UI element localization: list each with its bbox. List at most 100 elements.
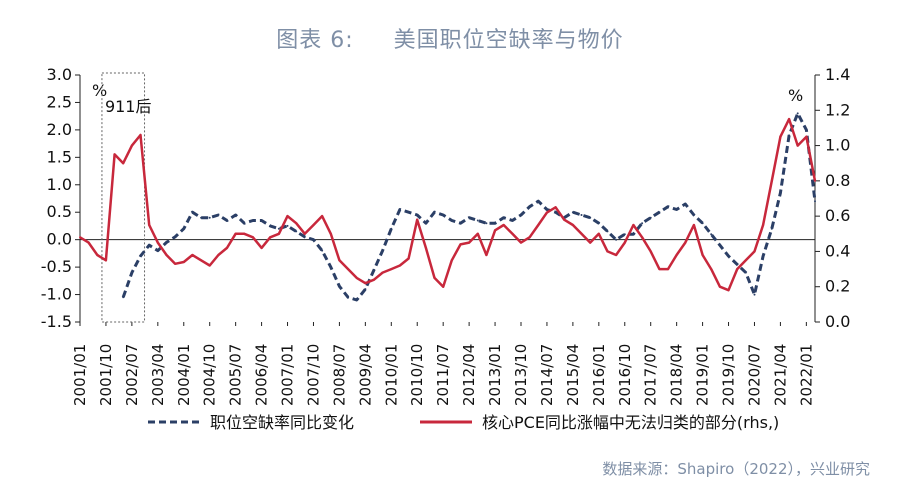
- series-1-point: [234, 214, 237, 216]
- series-2-point: [675, 254, 678, 256]
- series-1-point: [398, 208, 401, 211]
- series-2-point: [450, 259, 453, 262]
- series-2-point: [718, 285, 721, 288]
- y-right-axis: 1.4 1.2 1.0 0.8 0.6 0.4 0.2 0.0%: [788, 65, 850, 331]
- series-2-point: [243, 232, 246, 235]
- series-2-point: [200, 259, 203, 262]
- series-2-point: [139, 134, 142, 136]
- x-tick-label: 2011/07: [434, 344, 452, 406]
- series-1-point: [321, 249, 324, 252]
- x-tick-label: 2007/01: [279, 344, 297, 406]
- series-2-point: [805, 135, 808, 138]
- series-2-point: [684, 241, 687, 244]
- series-1-point: [407, 211, 410, 214]
- series-1-point: [277, 227, 280, 230]
- series-1-point: [174, 235, 177, 238]
- x-tick-label: 2006/04: [253, 344, 271, 406]
- series-2-point: [269, 236, 272, 239]
- series-2-point: [96, 254, 99, 256]
- series-2-point: [79, 236, 81, 239]
- x-tick-label: 2002/07: [123, 344, 141, 406]
- series-line-1: [121, 111, 817, 302]
- series-1-point: [649, 216, 652, 219]
- series-2-point: [563, 218, 566, 221]
- series-line-2: [79, 117, 817, 292]
- y-right-tick-label: 0.2: [825, 277, 850, 296]
- series-2-point: [468, 241, 471, 244]
- series-1-point: [269, 224, 272, 227]
- series-2-point: [485, 254, 488, 256]
- series-2-point: [130, 144, 133, 147]
- series-1-point: [243, 222, 246, 225]
- series-2-point: [217, 254, 220, 256]
- series-2-point: [606, 250, 609, 253]
- series-1-point: [511, 219, 514, 222]
- x-tick-label: 2014/07: [538, 344, 556, 406]
- series-2-point: [208, 264, 211, 267]
- series-1-point: [468, 216, 471, 219]
- series-1-point: [165, 241, 168, 244]
- figure-label: 图表 6:: [276, 28, 354, 53]
- series-2-point: [113, 153, 116, 156]
- x-tick-label: 2008/07: [330, 344, 348, 406]
- y-right-tick-label: 0.4: [825, 241, 850, 260]
- x-tick-label: 2010/10: [408, 344, 426, 406]
- series-2-point: [494, 229, 497, 232]
- series-2-point: [226, 246, 228, 249]
- series-2-point: [390, 268, 393, 271]
- annotation-layer: 911后: [101, 72, 151, 323]
- y-right-unit-label: %: [788, 86, 803, 105]
- series-1-point: [762, 255, 765, 258]
- series-1-point: [658, 211, 661, 214]
- y-left-unit-label: %: [92, 81, 107, 100]
- plot-frame: [79, 75, 816, 322]
- series-1-point: [303, 235, 306, 238]
- series-2-point: [277, 232, 280, 235]
- series-1-point: [442, 214, 445, 216]
- series-2-point: [502, 224, 505, 226]
- x-tick-label: 2001/10: [97, 344, 115, 406]
- series-2-point: [692, 224, 695, 226]
- y-left-tick-label: 1.5: [47, 147, 72, 166]
- x-tick-label: 2016/01: [590, 344, 608, 406]
- series-2-point: [87, 241, 90, 244]
- y-left-tick-label: -0.5: [41, 257, 72, 276]
- series-2-point: [623, 241, 626, 244]
- series-2-point: [779, 135, 782, 138]
- series-1-point: [208, 216, 211, 219]
- series-2-point: [459, 243, 462, 246]
- series-1-point: [641, 222, 644, 225]
- series-1-point: [130, 271, 133, 274]
- x-tick-label: 2010/01: [382, 344, 400, 406]
- series-2-point: [329, 232, 332, 235]
- series-2-point: [753, 250, 756, 253]
- series-2-point: [321, 215, 324, 218]
- y-right-tick-label: 1.0: [825, 136, 850, 155]
- series-2-point: [554, 206, 557, 209]
- series-1-point: [701, 222, 704, 225]
- x-tick-label: 2003/04: [149, 344, 167, 406]
- series-1-point: [667, 205, 669, 208]
- y-left-tick-label: 3.0: [47, 65, 72, 84]
- x-tick-label: 2019/10: [720, 344, 738, 406]
- series-2-point: [373, 278, 375, 281]
- series-2-point: [814, 179, 816, 182]
- x-tick-label: 2019/01: [694, 344, 712, 406]
- series-1-point: [329, 266, 332, 269]
- x-tick-label: 2013/01: [486, 344, 504, 406]
- series-1-point: [312, 238, 315, 241]
- series-2-point: [667, 268, 669, 271]
- series-1-point: [814, 200, 816, 203]
- series-2-point: [251, 236, 254, 239]
- series-2-point: [424, 246, 427, 249]
- series-1-point: [589, 216, 592, 219]
- x-tick-label: 2020/07: [745, 344, 763, 406]
- series-1-point: [424, 222, 427, 225]
- x-tick-label: 2007/10: [304, 344, 322, 406]
- series-1-point: [139, 255, 142, 258]
- series-1-point: [381, 249, 384, 252]
- series-1-point: [718, 244, 721, 247]
- series-2-point: [303, 232, 306, 235]
- series-1-point: [537, 200, 540, 203]
- y-left-tick-label: 1.0: [47, 175, 72, 194]
